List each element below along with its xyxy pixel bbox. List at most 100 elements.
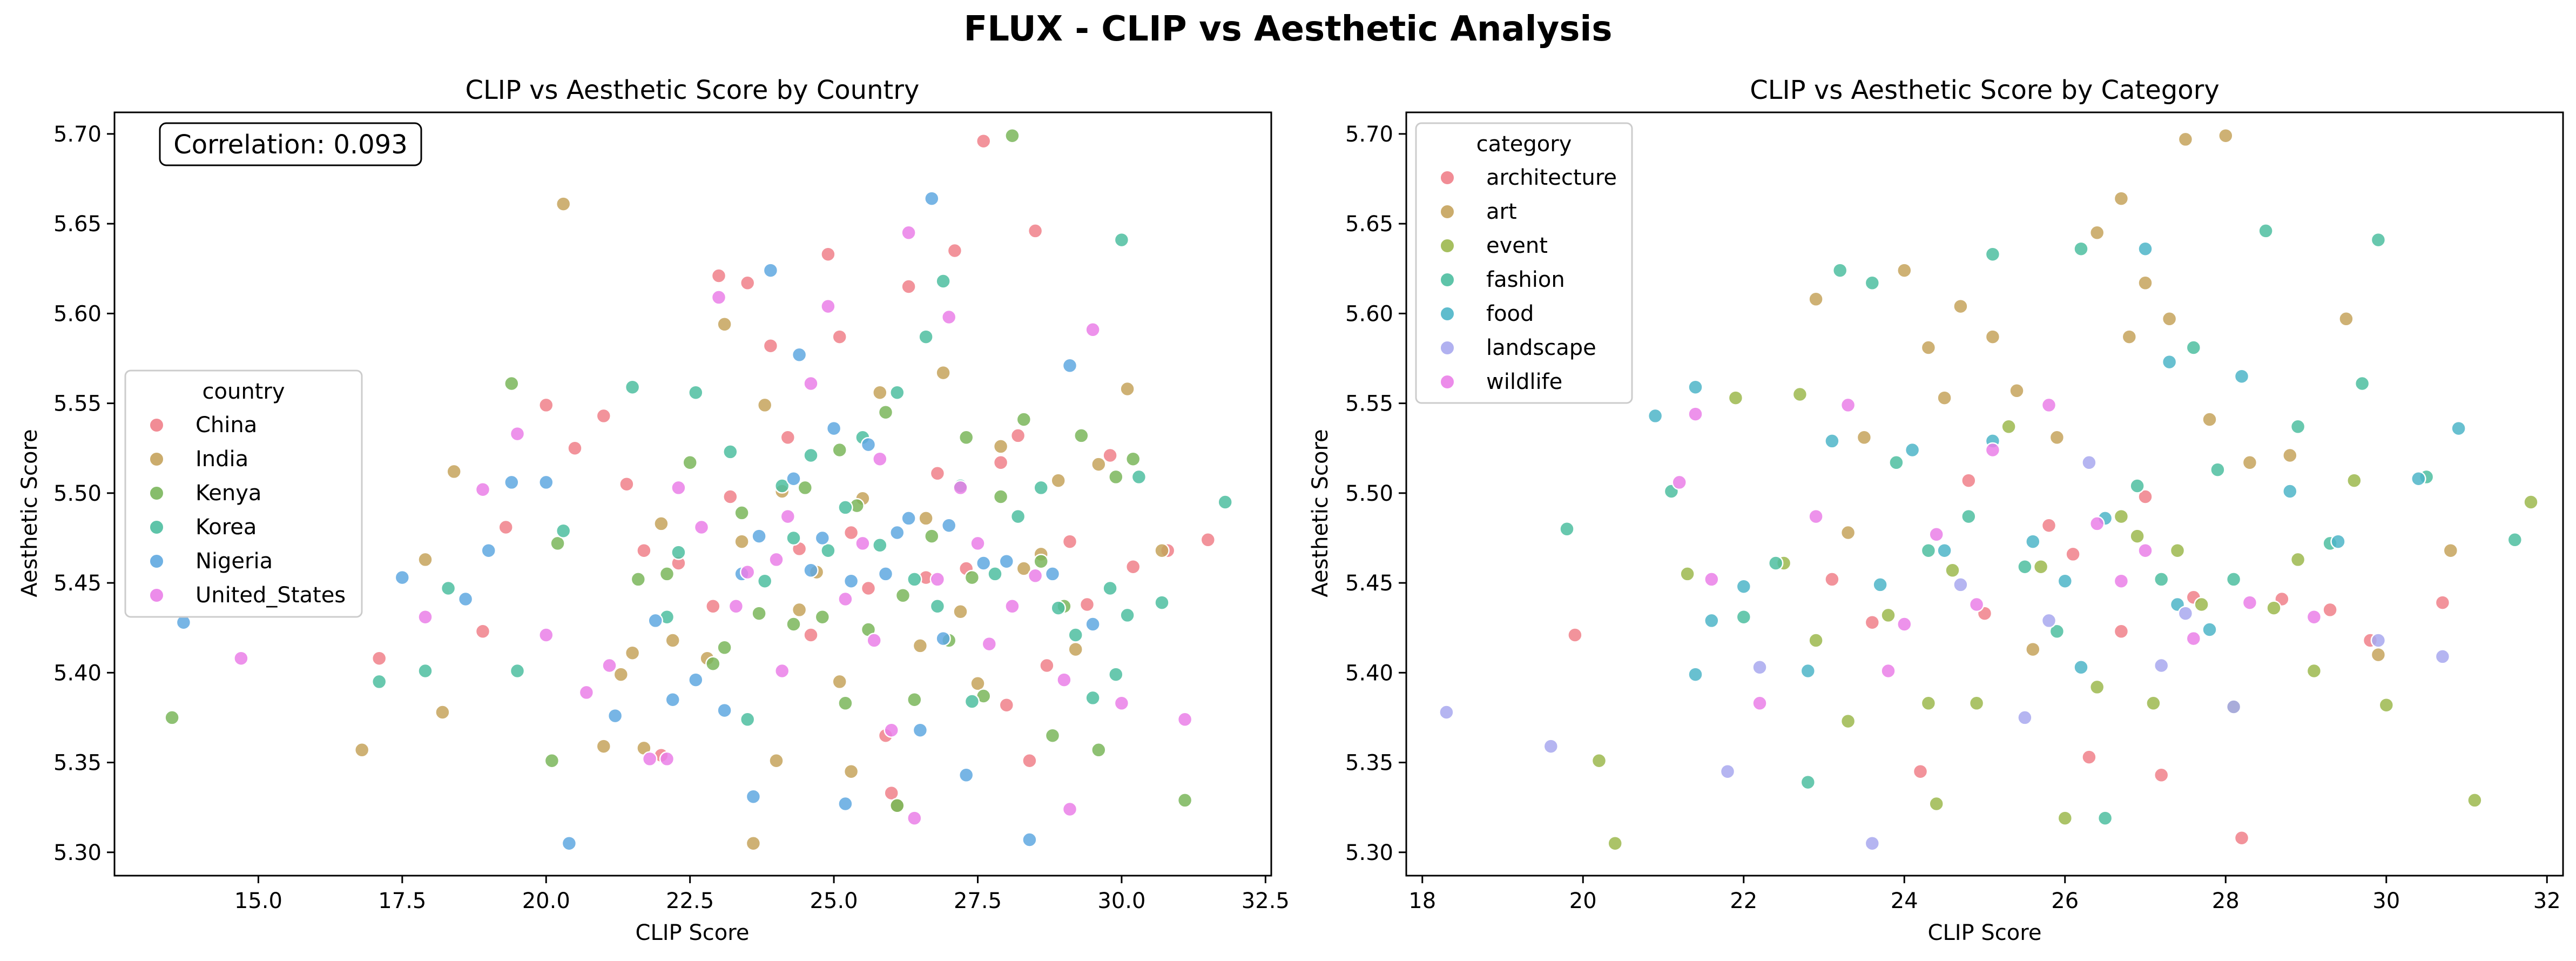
left-point-Kenya-26	[1044, 728, 1061, 743]
right-point-wildlife-0	[1671, 474, 1687, 490]
right-y-tick-label: 5.60	[1345, 301, 1393, 326]
right-point-landscape-5	[1953, 577, 1968, 593]
right-point-food-1	[1688, 379, 1703, 395]
right-point-wildlife-5	[1840, 397, 1856, 413]
left-point-India-2	[446, 463, 462, 480]
left-point-Korea-0	[371, 674, 387, 690]
left-point-Korea-9	[757, 573, 773, 589]
right-point-food-20	[2451, 420, 2466, 436]
left-point-China-11	[739, 275, 756, 291]
left-point-India-30	[1154, 542, 1170, 559]
left-point-United_States-32	[1114, 695, 1130, 711]
left-point-Kenya-8	[751, 606, 767, 621]
left-point-Kenya-2	[544, 752, 560, 769]
right-point-event-25	[2523, 494, 2539, 510]
right-y-tick-label: 5.30	[1345, 841, 1393, 865]
right-point-fashion-20	[2370, 232, 2386, 248]
left-point-India-35	[613, 667, 629, 682]
left-annotation-text: Correlation: 0.093	[173, 130, 408, 160]
left-point-United_States-11	[728, 599, 744, 614]
right-x-tick-label: 32	[2533, 889, 2561, 913]
right-x-axis-label: CLIP Score	[1928, 920, 2042, 945]
left-x-tick-label: 25.0	[810, 889, 858, 913]
right-point-art-14	[2242, 455, 2258, 471]
right-point-art-21	[2025, 641, 2041, 657]
left-point-United_States-20	[884, 722, 899, 738]
left-x-axis-label: CLIP Score	[636, 920, 750, 945]
left-point-United_States-31	[1085, 322, 1101, 338]
left-legend-marker-Kenya	[149, 486, 164, 501]
right-legend-label-art: art	[1486, 199, 1517, 224]
left-point-Korea-12	[803, 447, 819, 463]
left-x-tick-label: 17.5	[378, 889, 426, 913]
left-point-Kenya-18	[924, 528, 940, 544]
left-point-United_States-8	[671, 480, 686, 496]
right-legend-label-food: food	[1486, 301, 1534, 326]
right-x-tick-label: 18	[1408, 889, 1436, 913]
right-scatter-points	[1439, 127, 2539, 851]
left-point-Korea-35	[1120, 607, 1135, 623]
left-point-Nigeria-2	[457, 591, 474, 607]
left-point-United_States-13	[768, 552, 784, 568]
right-point-wildlife-16	[2113, 573, 2129, 589]
right-point-art-12	[2177, 131, 2194, 147]
left-point-Kenya-34	[682, 455, 698, 471]
right-point-landscape-7	[2081, 455, 2097, 471]
left-point-China-27	[1027, 223, 1043, 239]
right-point-food-7	[1904, 442, 1920, 458]
left-point-Nigeria-13	[751, 528, 767, 544]
left-point-Nigeria-10	[688, 672, 704, 688]
right-point-art-3	[1920, 340, 1937, 355]
left-point-Korea-36	[739, 711, 756, 728]
right-point-event-16	[2146, 695, 2161, 711]
left-point-India-14	[791, 602, 807, 618]
left-plot-area: 15.0 17.5 20.0 22.5 25.0 27.5 30.0 32.5 5.30 5.35…	[53, 111, 1290, 913]
right-point-wildlife-6	[1897, 616, 1912, 632]
left-point-Korea-8	[723, 444, 738, 460]
left-point-Kenya-7	[734, 505, 750, 521]
left-point-United_States-14	[780, 508, 796, 525]
left-point-Kenya-28	[1074, 428, 1089, 443]
right-plot-area: 18 20 22 24 26 28 30 32 5.30 5.35 5.40 5.45 5.50 5.55…	[1345, 111, 2564, 913]
right-point-event-9	[1945, 562, 1960, 579]
right-point-fashion-8	[1961, 508, 1977, 525]
right-point-fashion-15	[2186, 340, 2202, 355]
left-point-Kenya-4	[630, 572, 646, 587]
left-point-Nigeria-18	[826, 420, 842, 436]
right-point-wildlife-8	[1985, 442, 2001, 458]
right-chart-title: CLIP vs Aesthetic Score by Category	[1750, 75, 2219, 105]
left-x-tick-label: 30.0	[1097, 889, 1145, 913]
right-point-wildlife-10	[2089, 516, 2105, 532]
left-point-India-25	[1016, 561, 1032, 576]
left-y-tick-label: 5.50	[53, 481, 102, 506]
left-point-United_States-25	[953, 480, 968, 496]
left-point-Kenya-1	[504, 375, 520, 392]
left-point-Nigeria-15	[786, 471, 801, 487]
right-point-food-5	[1824, 433, 1840, 449]
left-point-China-39	[832, 329, 847, 345]
right-point-event-0	[1591, 752, 1607, 769]
left-point-United_States-9	[693, 519, 710, 535]
right-y-tick-label: 5.55	[1345, 392, 1393, 416]
left-point-India-12	[757, 397, 773, 413]
right-point-event-20	[2266, 600, 2282, 616]
left-point-United_States-6	[602, 657, 617, 674]
left-panel: CLIP vs Aesthetic Score by Country 15.0 1…	[17, 75, 1290, 945]
left-point-China-12	[763, 338, 779, 354]
right-point-wildlife-2	[1704, 572, 1719, 587]
right-point-landscape-6	[2017, 710, 2033, 725]
left-point-United_States-4	[538, 627, 554, 643]
left-legend-label-Korea: Korea	[195, 515, 257, 540]
left-point-China-7	[636, 542, 652, 559]
left-annotation-box	[159, 122, 422, 166]
left-y-tick-label: 5.35	[53, 751, 102, 776]
right-legend-label-event: event	[1486, 233, 1548, 258]
right-point-landscape-9	[2177, 606, 2194, 621]
right-point-wildlife-14	[2306, 609, 2322, 625]
left-x-tick-label: 32.5	[1242, 889, 1290, 913]
right-point-wildlife-9	[2041, 397, 2057, 413]
left-point-Nigeria-30	[1022, 832, 1037, 848]
figure-suptitle: FLUX - CLIP vs Aesthetic Analysis	[964, 9, 1613, 49]
left-point-United_States-7	[642, 751, 658, 767]
left-point-India-3	[555, 196, 571, 212]
